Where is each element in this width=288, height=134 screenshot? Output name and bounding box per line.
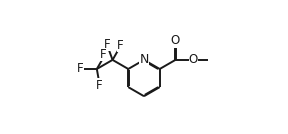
Text: F: F bbox=[117, 39, 123, 52]
Text: F: F bbox=[96, 79, 103, 92]
Text: F: F bbox=[100, 48, 107, 61]
Text: O: O bbox=[189, 53, 198, 66]
Text: F: F bbox=[104, 38, 111, 51]
Text: F: F bbox=[77, 62, 84, 75]
Text: O: O bbox=[171, 34, 180, 47]
Text: N: N bbox=[139, 53, 149, 66]
